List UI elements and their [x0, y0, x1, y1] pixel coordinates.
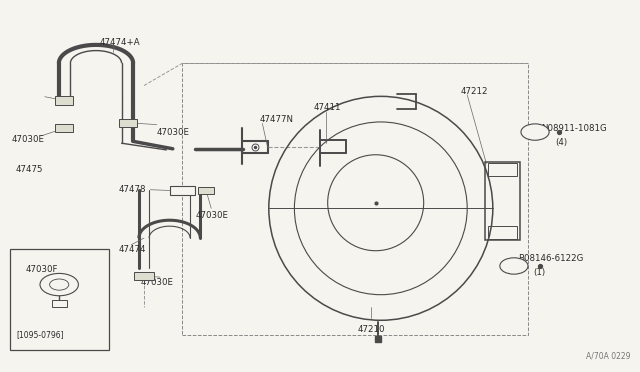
Text: 47478: 47478 — [118, 185, 146, 194]
Text: B: B — [511, 262, 516, 270]
Circle shape — [40, 273, 79, 296]
Text: N08911-1081G: N08911-1081G — [541, 124, 607, 133]
Text: [1095-0796]: [1095-0796] — [16, 330, 63, 339]
Text: 47475: 47475 — [16, 165, 44, 174]
Circle shape — [500, 258, 528, 274]
Text: (4): (4) — [556, 138, 568, 147]
Text: 47210: 47210 — [358, 325, 385, 334]
Text: 47212: 47212 — [461, 87, 488, 96]
Bar — [55, 96, 73, 105]
Text: 47474+A: 47474+A — [99, 38, 140, 47]
Bar — [52, 300, 67, 307]
Bar — [10, 249, 109, 350]
Bar — [488, 226, 517, 239]
Circle shape — [521, 124, 549, 140]
Text: A/70A 0229: A/70A 0229 — [586, 352, 630, 361]
Text: 47030E: 47030E — [195, 211, 228, 220]
Bar — [55, 124, 73, 132]
Bar — [198, 187, 214, 194]
Text: 47411: 47411 — [314, 103, 341, 112]
Bar — [170, 186, 195, 195]
Text: N: N — [532, 128, 538, 137]
Bar — [485, 162, 520, 240]
Bar — [182, 63, 528, 335]
Bar — [488, 163, 517, 176]
Bar — [119, 119, 137, 127]
Text: 47030E: 47030E — [12, 135, 45, 144]
Text: 47030E: 47030E — [141, 278, 174, 287]
Bar — [134, 272, 154, 280]
Text: 47030E: 47030E — [157, 128, 190, 137]
Text: 47030F: 47030F — [26, 265, 58, 274]
Text: B08146-6122G: B08146-6122G — [518, 254, 584, 263]
Text: 47477N: 47477N — [259, 115, 293, 124]
Text: 47474: 47474 — [118, 245, 146, 254]
Text: (1): (1) — [533, 268, 545, 277]
